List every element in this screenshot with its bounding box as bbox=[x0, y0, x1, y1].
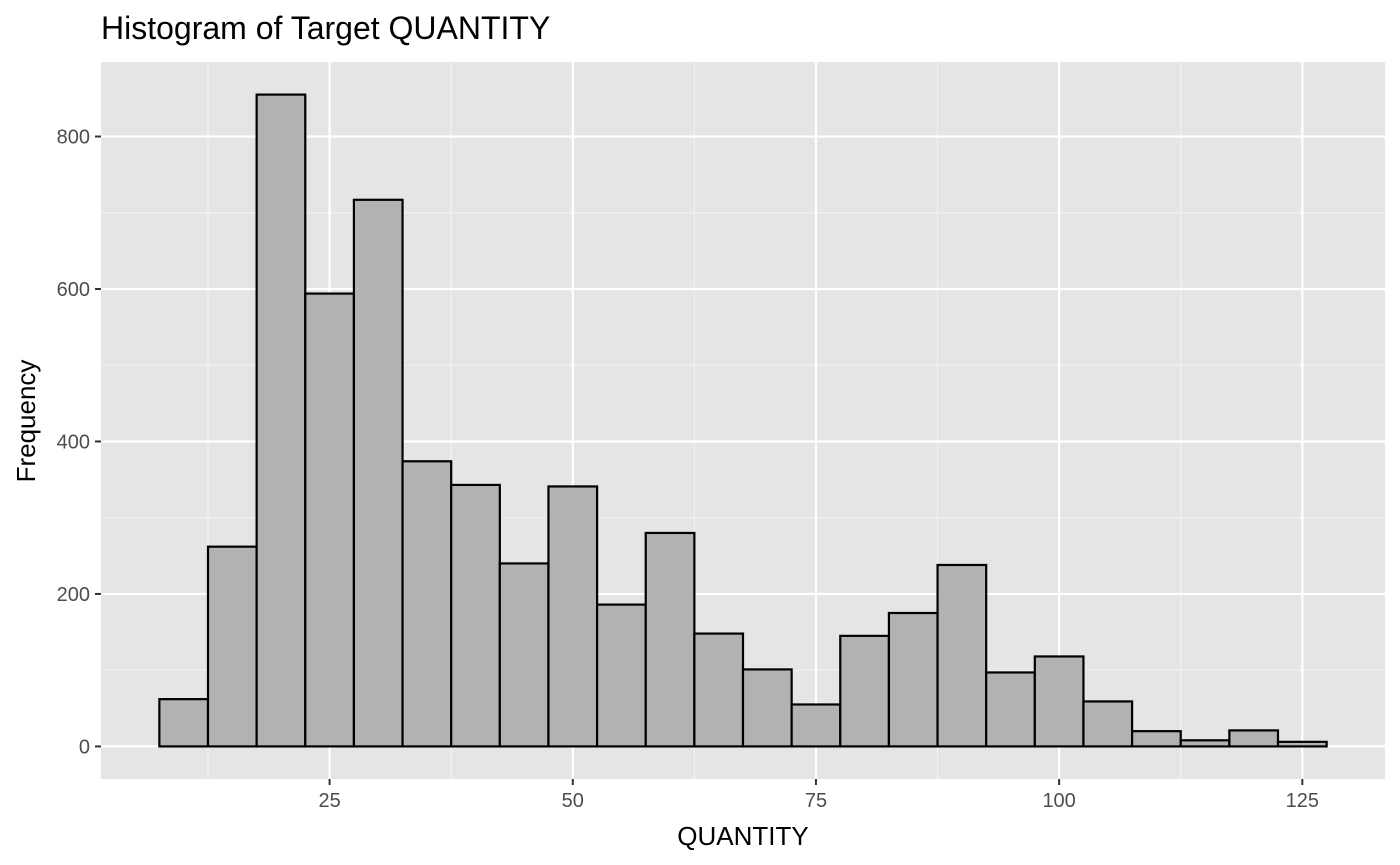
histogram-bars bbox=[158, 93, 1328, 748]
x-tick-label: 50 bbox=[562, 790, 584, 812]
histogram-bar bbox=[547, 485, 599, 748]
histogram-bar bbox=[887, 611, 939, 748]
y-tick-label: 600 bbox=[57, 279, 90, 301]
histogram-bar bbox=[498, 562, 550, 748]
histogram-bar bbox=[450, 483, 501, 748]
histogram-bar bbox=[985, 671, 1036, 748]
histogram-bar bbox=[693, 632, 745, 748]
y-tick-label: 400 bbox=[57, 431, 90, 453]
histogram-bar bbox=[401, 460, 453, 748]
x-tick-label: 125 bbox=[1286, 790, 1319, 812]
x-tick-label: 75 bbox=[805, 790, 827, 812]
y-tick-label: 200 bbox=[57, 584, 90, 606]
x-axis: 25 50 75 100 125 bbox=[318, 779, 1319, 812]
histogram-bar bbox=[304, 292, 356, 748]
histogram-bar bbox=[595, 603, 647, 748]
histogram-bar bbox=[1276, 740, 1328, 748]
histogram-bar bbox=[206, 545, 258, 748]
y-tick-label: 800 bbox=[57, 127, 90, 149]
y-axis: 0 200 400 600 800 bbox=[57, 127, 101, 758]
x-tick-label: 25 bbox=[318, 790, 340, 812]
x-tick-label: 100 bbox=[1042, 790, 1075, 812]
histogram-bar bbox=[741, 668, 793, 748]
y-tick-label: 0 bbox=[79, 736, 90, 758]
histogram-bar bbox=[1033, 655, 1085, 748]
histogram-bar bbox=[790, 703, 842, 748]
histogram-bar bbox=[1228, 729, 1280, 748]
histogram-bar bbox=[1082, 700, 1134, 748]
histogram-bar bbox=[644, 531, 696, 748]
y-axis-title: Frequency bbox=[11, 360, 41, 483]
histogram-bar bbox=[255, 93, 307, 748]
histogram-bar bbox=[839, 634, 891, 748]
chart-title: Histogram of Target QUANTITY bbox=[101, 10, 550, 46]
histogram-bar bbox=[158, 698, 210, 748]
histogram-bar bbox=[1179, 739, 1231, 748]
histogram-bar bbox=[936, 563, 988, 748]
x-axis-title: QUANTITY bbox=[677, 821, 808, 851]
histogram-bar bbox=[352, 198, 404, 748]
histogram-bar bbox=[1130, 730, 1182, 748]
